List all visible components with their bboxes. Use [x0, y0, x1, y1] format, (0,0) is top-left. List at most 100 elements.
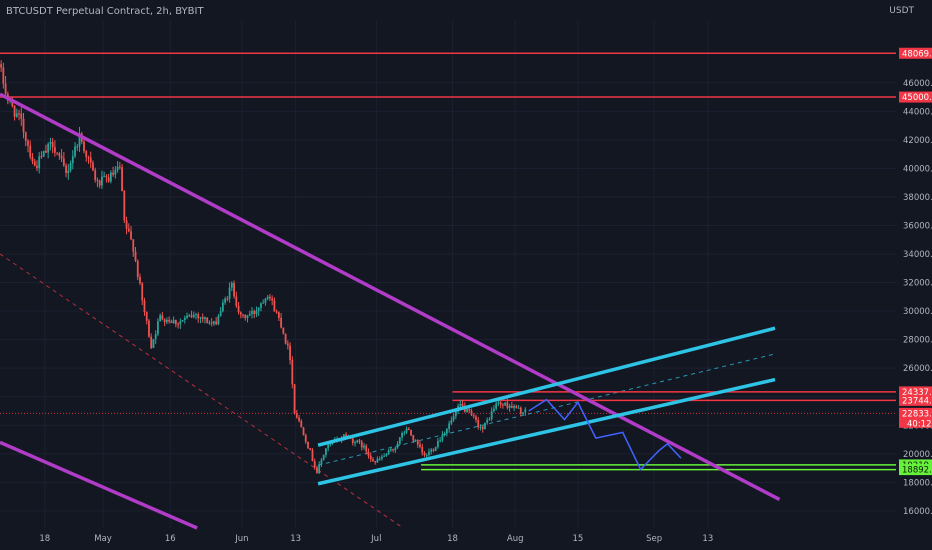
- candle-up: [497, 402, 500, 404]
- candle-down: [501, 404, 504, 406]
- candle-up: [376, 458, 379, 463]
- y-tick-label: 26000.0: [903, 364, 932, 374]
- candle-down: [316, 467, 318, 473]
- currency-label: USDT: [889, 6, 914, 16]
- candle-down: [253, 310, 256, 315]
- candle-down: [372, 459, 374, 462]
- candle-down: [2, 67, 5, 84]
- candle-up: [493, 408, 495, 412]
- candle-down: [233, 282, 235, 297]
- x-tick-label: 15: [573, 534, 584, 544]
- lower-descending-line: [0, 440, 198, 530]
- candle-up: [342, 434, 345, 438]
- candle-down: [277, 312, 280, 318]
- channel-upper-line: [317, 326, 776, 447]
- price-badge-label: 18892.0: [902, 466, 932, 476]
- candle-down: [118, 166, 121, 168]
- y-tick-label: 18000.0: [903, 478, 932, 488]
- candle-down: [210, 322, 213, 324]
- candle-down: [410, 430, 412, 436]
- candle-up: [221, 302, 224, 312]
- price-badge: [899, 386, 932, 398]
- candle-up: [251, 310, 253, 314]
- candle-down: [307, 441, 309, 449]
- candle-up: [513, 406, 515, 408]
- price-badge-label: 23744.5: [902, 396, 932, 406]
- candle-up: [114, 170, 117, 175]
- candle-up: [445, 429, 448, 434]
- candle-down: [40, 156, 43, 158]
- dashed-descending-line: [0, 253, 404, 529]
- candle-down: [367, 451, 370, 456]
- candle-down: [56, 152, 59, 154]
- candle-up: [179, 321, 182, 325]
- candle-up: [508, 405, 511, 408]
- candle-down: [11, 100, 14, 106]
- candle-down: [506, 402, 509, 408]
- candle-up: [67, 170, 70, 173]
- y-tick-label: 16000.0: [903, 507, 932, 517]
- candle-down: [304, 435, 307, 442]
- candle-down: [170, 321, 173, 323]
- candle-down: [351, 438, 354, 443]
- candle-down: [60, 155, 63, 159]
- candle-down: [269, 296, 271, 299]
- candle-up: [255, 310, 258, 315]
- x-tick-label: Jul: [370, 534, 381, 544]
- candle-down: [432, 449, 435, 451]
- candle-down: [163, 319, 166, 323]
- candle-up: [199, 317, 202, 319]
- main-descending-line: [0, 92, 781, 502]
- candle-down: [365, 445, 368, 452]
- candle-up: [524, 409, 527, 413]
- candle-down: [85, 151, 88, 158]
- price-badges: 48069.045000.024337.523744.519219.518892…: [899, 47, 932, 476]
- candle-down: [345, 434, 347, 438]
- candle-down: [369, 455, 372, 460]
- y-tick-label: 46000.0: [903, 79, 932, 89]
- y-tick-label: 38000.0: [903, 193, 932, 203]
- candle-down: [36, 165, 38, 169]
- y-tick-label: 44000.0: [903, 107, 932, 117]
- candle-up: [437, 441, 439, 448]
- candle-up: [414, 439, 417, 441]
- candle-up: [76, 146, 79, 148]
- candle-up: [490, 411, 493, 420]
- candle-up: [228, 287, 231, 299]
- candle-down: [421, 446, 424, 453]
- candle-up: [441, 434, 444, 441]
- candle-down: [174, 319, 177, 325]
- candle-up: [217, 315, 220, 325]
- candle-up: [430, 449, 433, 452]
- candle-up: [322, 454, 325, 460]
- candle-down: [419, 444, 421, 447]
- candle-up: [264, 298, 267, 303]
- candle-down: [475, 416, 477, 420]
- candle-up: [439, 440, 442, 442]
- candle-down: [134, 251, 137, 261]
- candle-down: [161, 315, 164, 320]
- candle-down: [300, 420, 303, 428]
- candle-up: [248, 313, 251, 316]
- candle-up: [154, 334, 157, 340]
- candle-up: [329, 443, 332, 445]
- candle-up: [47, 143, 50, 153]
- candle-down: [461, 403, 464, 406]
- candle-down: [53, 147, 56, 153]
- candle-down: [92, 162, 94, 171]
- candle-down: [358, 440, 361, 442]
- candle-down: [96, 179, 99, 181]
- candle-down: [132, 239, 135, 252]
- candle-down: [472, 415, 475, 417]
- candle-down: [271, 298, 274, 301]
- candle-down: [31, 156, 34, 162]
- x-axis[interactable]: 18 May 16 Jun 13 Jul 18 Aug 15 Sep 13: [39, 534, 713, 544]
- x-tick-label: 18: [39, 534, 50, 544]
- candle-down: [20, 113, 23, 119]
- candle-down: [87, 157, 90, 159]
- candle-up: [152, 339, 155, 348]
- candle-up: [381, 456, 383, 459]
- symbol-title[interactable]: BTCUSDT Perpetual Contract, 2h, BYBIT: [6, 6, 204, 17]
- candle-up: [230, 282, 233, 288]
